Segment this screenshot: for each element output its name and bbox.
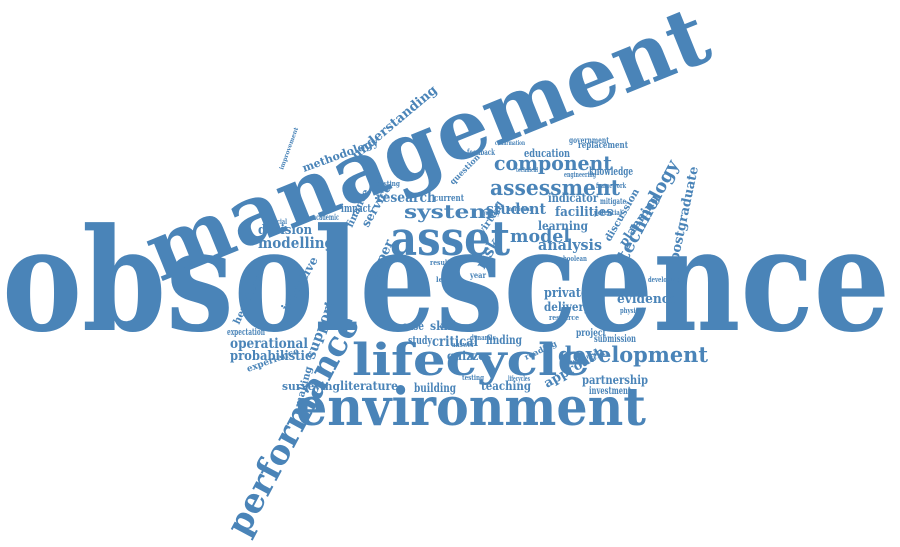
cloud-word-analysis: analysis xyxy=(538,236,602,254)
cloud-word-building: building xyxy=(414,381,456,395)
cloud-word-assessment: assessment xyxy=(490,175,620,200)
cloud-word-development: development xyxy=(558,342,708,367)
cloud-word-resource: resource xyxy=(549,313,579,322)
cloud-word-submission: submission xyxy=(594,334,636,345)
cloud-word-quality: quality xyxy=(482,210,500,217)
cloud-word-model: model xyxy=(510,226,570,247)
cloud-word-study: study xyxy=(408,334,432,347)
cloud-word-academic: academic xyxy=(313,212,339,222)
cloud-word-mitigate: mitigate xyxy=(600,196,626,206)
cloud-word-modelling: modelling xyxy=(258,234,334,252)
cloud-word-framework: framework xyxy=(596,181,626,190)
cloud-word-developing: developing xyxy=(648,275,680,284)
cloud-word-probabilistic: probabilistic xyxy=(230,349,312,364)
cloud-word-private: private xyxy=(544,286,588,301)
cloud-word-boolean: boolean xyxy=(563,254,587,263)
cloud-word-indicator: indicator xyxy=(548,191,599,205)
cloud-word-answer: answer xyxy=(452,340,474,349)
cloud-word-delivery: delivery xyxy=(544,300,591,314)
cloud-word-current: current xyxy=(434,194,465,204)
cloud-word-project: project xyxy=(576,328,606,339)
cloud-word-individual: individual xyxy=(507,206,532,213)
cloud-word-case: case xyxy=(402,319,424,333)
cloud-word-feedback: feedback xyxy=(467,147,495,157)
cloud-word-finding: finding xyxy=(486,333,522,347)
cloud-word-surveying: surveying xyxy=(282,380,340,393)
cloud-word-physical: physical xyxy=(620,306,644,315)
cloud-word-teaching: teaching xyxy=(481,379,532,393)
cloud-word-component: component xyxy=(494,151,613,175)
cloud-word-literature: literature xyxy=(340,379,398,393)
cloud-word-evidence: evidence xyxy=(617,292,677,307)
cloud-word-learning: learning xyxy=(538,219,589,233)
cloud-word-research: research xyxy=(376,190,436,206)
cloud-word-technical: technical xyxy=(516,167,539,174)
cloud-word-lifecycle: lifecycle xyxy=(352,335,590,386)
cloud-word-system: system xyxy=(404,201,494,223)
cloud-word-confirmation: confirmation xyxy=(495,140,525,147)
cloud-word-student: student xyxy=(486,200,546,218)
cloud-word-testing: testing xyxy=(462,373,484,382)
cloud-word-critical: critical xyxy=(432,334,478,350)
cloud-word-dynamic: dynamic xyxy=(470,333,496,342)
cloud-word-financial: financial xyxy=(263,217,287,226)
cloud-word-decision: decision xyxy=(258,223,312,238)
cloud-word-government: government xyxy=(569,135,609,145)
cloud-word-expectation: expectation xyxy=(227,328,265,338)
cloud-word-obsolescence: obsolescence xyxy=(2,198,890,364)
cloud-word-skill: skill xyxy=(430,319,456,333)
cloud-word-environment: environment xyxy=(296,377,646,438)
cloud-word-level: level xyxy=(436,275,454,284)
cloud-word-facilities: facilities xyxy=(555,205,613,220)
cloud-word-lifecycles: lifecycles xyxy=(508,374,530,383)
cloud-word-education: education xyxy=(524,147,570,160)
cloud-word-result: result xyxy=(430,258,451,267)
cloud-word-engineering: engineering xyxy=(564,170,596,179)
cloud-word-potential: potential xyxy=(594,208,622,217)
cloud-word-partnership: partnership xyxy=(582,373,648,387)
cloud-word-replacement: replacement xyxy=(578,141,629,151)
cloud-word-costing: costing xyxy=(376,179,400,188)
cloud-word-operational: operational xyxy=(230,336,308,352)
cloud-word-knowledge: knowledge xyxy=(589,165,633,178)
cloud-word-quizzes: quizzes xyxy=(447,349,491,363)
cloud-word-impact: impact xyxy=(341,202,372,215)
cloud-word-investment: investment xyxy=(589,386,631,397)
cloud-word-asset: asset xyxy=(390,211,510,267)
cloud-word-year: year xyxy=(469,270,486,280)
